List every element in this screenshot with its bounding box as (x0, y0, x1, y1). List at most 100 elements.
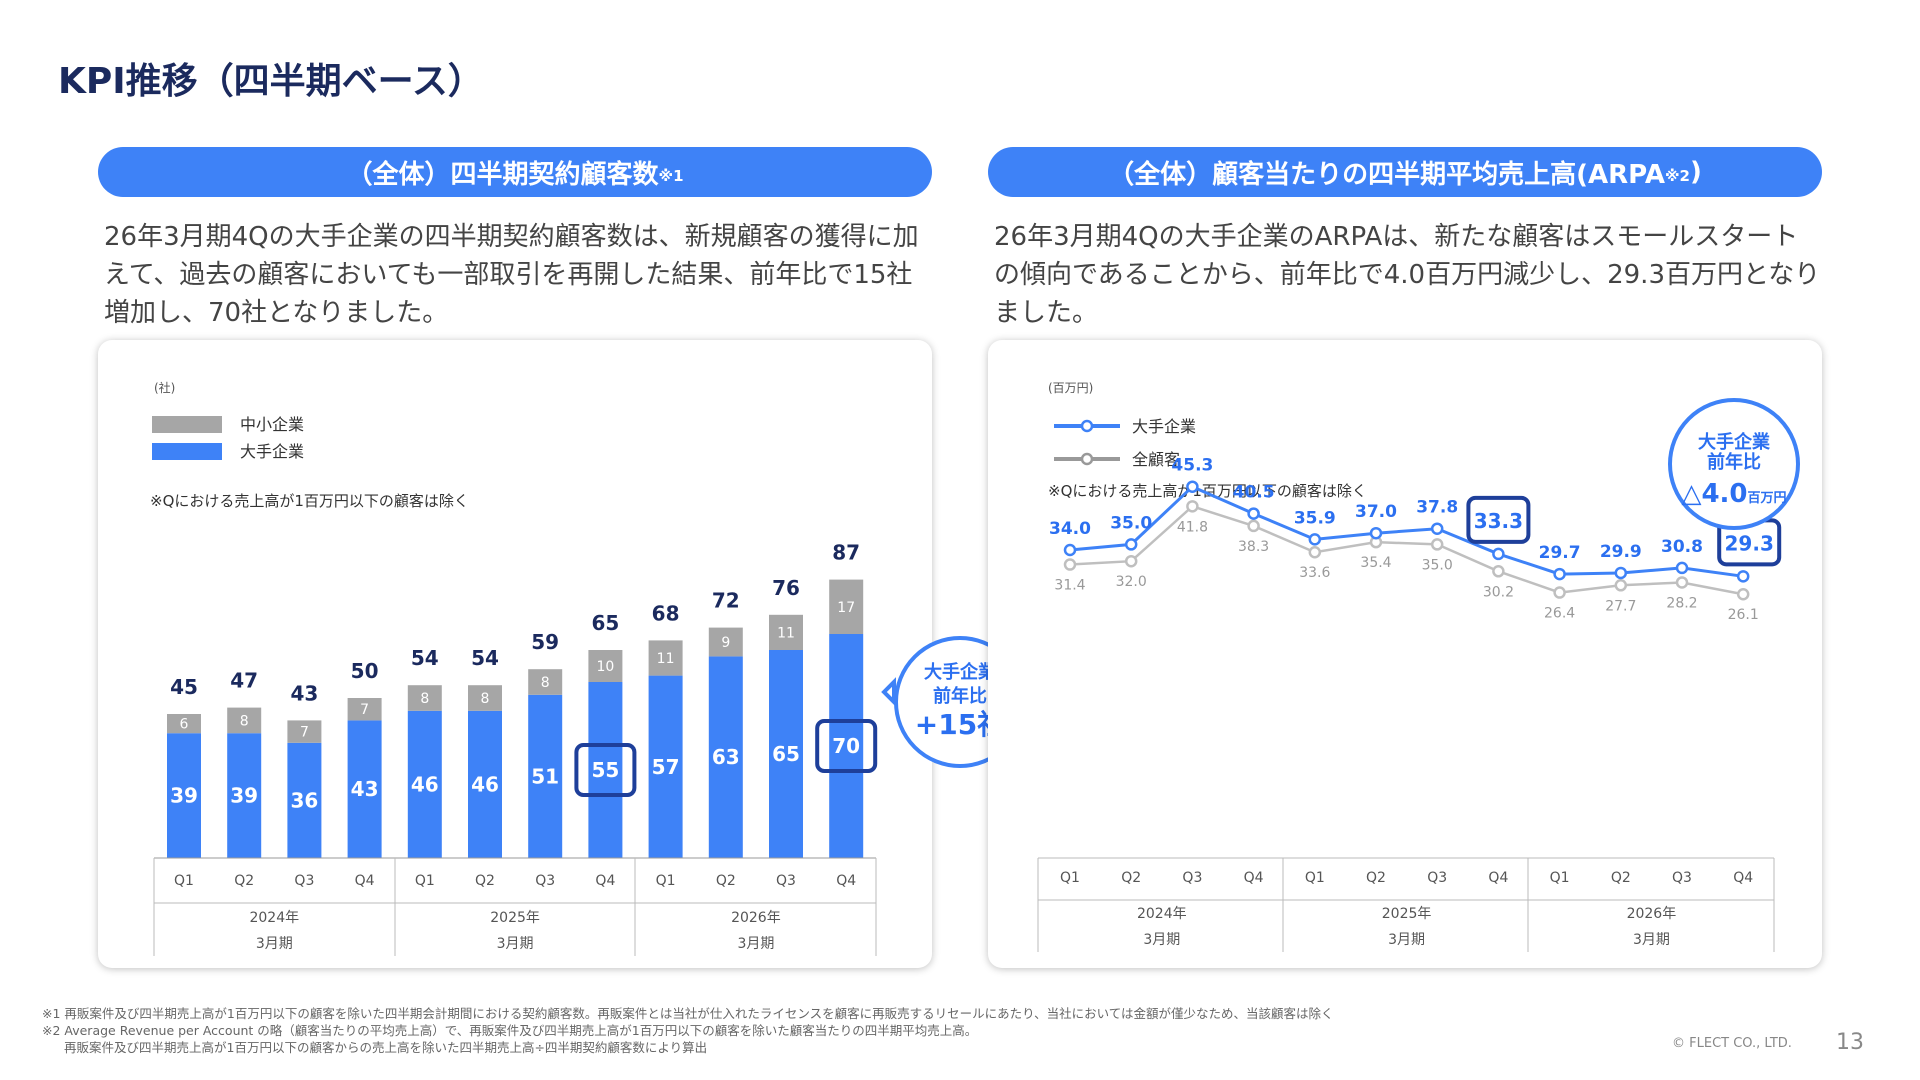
right-description: 26年3月期4Qの大手企業のARPAは、新たな顧客はスモールスタートの傾向である… (994, 222, 1821, 328)
footnote-2: ※2 Average Revenue per Account の略（顧客当たりの… (42, 1023, 978, 1038)
bar-small-2 (287, 720, 322, 743)
x-tick-label-0: Q1 (174, 873, 194, 889)
footnotes: ※1 再販案件及び四半期売上高が1百万円以下の顧客を除いた四半期会計期間における… (42, 1005, 1333, 1056)
point-label-large-1: 35.0 (1110, 513, 1152, 533)
legend-label-0: 大手企業 (1132, 417, 1196, 436)
x-group-year-0: 2024年 (1137, 906, 1187, 922)
bar-large-1 (227, 733, 262, 858)
point-label-all-11: 26.1 (1728, 607, 1759, 623)
point-large-4 (1308, 533, 1322, 546)
point-large-11 (1736, 570, 1750, 583)
legend-swatch-0 (152, 416, 222, 433)
x-group-period-1: 3月期 (497, 936, 534, 952)
callout-value: △4.0百万円 (1681, 479, 1786, 509)
x-group-year-1: 2025年 (1382, 906, 1432, 922)
x-tick-label-11: Q4 (1733, 870, 1753, 886)
x-tick-label-11: Q4 (836, 873, 856, 889)
y-unit-label: (百万円) (1048, 381, 1093, 395)
bar-large-3 (347, 720, 382, 858)
bar-small-4 (407, 685, 442, 711)
bar-total-label-1: 47 (230, 669, 258, 693)
point-label-large-6: 37.8 (1416, 498, 1458, 518)
point-all-1 (1124, 554, 1138, 568)
point-large-7 (1492, 547, 1505, 561)
bar-small-6 (528, 669, 563, 695)
bar-small-3 (347, 698, 382, 721)
point-label-all-1: 32.0 (1116, 574, 1147, 590)
legend-marker-1 (1080, 452, 1094, 466)
bar-small-8 (648, 640, 683, 676)
x-tick-label-8: Q1 (1550, 870, 1570, 886)
bar-large-label-9: 63 (712, 745, 740, 769)
point-label-large-5: 37.0 (1355, 502, 1397, 522)
y-unit-label: (社) (154, 380, 175, 395)
point-all-8 (1553, 586, 1566, 599)
bar-large-label-1: 39 (230, 784, 258, 808)
bar-large-label-11: 70 (832, 734, 860, 758)
point-large-3 (1247, 507, 1260, 520)
x-tick-label-2: Q3 (1182, 870, 1202, 886)
bar-large-label-7: 55 (591, 758, 619, 782)
point-all-3 (1247, 519, 1260, 533)
callout-value-unit: 百万円 (1748, 491, 1787, 506)
point-label-all-5: 35.4 (1360, 555, 1391, 571)
callout-line1: 大手企業 (1698, 431, 1771, 453)
bar-large-label-5: 46 (471, 772, 499, 796)
point-large-9 (1614, 566, 1628, 580)
point-label-large-0: 34.0 (1049, 519, 1091, 539)
point-all-10 (1675, 576, 1689, 589)
bar-total-label-5: 54 (471, 646, 499, 670)
point-label-large-3: 40.5 (1233, 483, 1275, 503)
x-tick-label-5: Q2 (475, 873, 495, 889)
bar-small-label-6: 8 (541, 675, 550, 691)
x-group-period-1: 3月期 (1388, 932, 1425, 948)
page-number: 13 (1836, 1030, 1864, 1055)
bar-total-label-6: 59 (531, 630, 559, 654)
x-group-period-0: 3月期 (1143, 932, 1180, 948)
x-tick-label-1: Q2 (234, 873, 254, 889)
x-tick-label-9: Q2 (1611, 870, 1631, 886)
legend-swatch-1 (152, 443, 222, 460)
point-large-10 (1675, 561, 1689, 575)
point-label-all-0: 31.4 (1054, 578, 1085, 594)
page-title: KPI推移（四半期ベース） (58, 61, 484, 102)
left-section-title-note: ※1 (658, 167, 684, 185)
left-section-title: （全体）四半期契約顧客数 ※1 (98, 147, 932, 197)
bar-small-label-1: 8 (240, 713, 249, 729)
highlight-label-0: 33.3 (1474, 509, 1523, 533)
right-section-title: （全体）顧客当たりの四半期平均売上高(ARPA ※2) (988, 147, 1822, 197)
x-tick-label-6: Q3 (535, 873, 555, 889)
x-group-year-2: 2026年 (731, 910, 781, 926)
x-group-period-2: 3月期 (737, 936, 774, 952)
x-tick-label-7: Q4 (595, 873, 615, 889)
bar-small-11 (829, 579, 864, 634)
bar-large-label-3: 43 (351, 777, 379, 801)
x-tick-label-6: Q3 (1427, 870, 1447, 886)
bar-large-10 (769, 650, 803, 858)
point-label-all-9: 27.7 (1605, 598, 1636, 614)
right-section-title-note: ※2 (1664, 167, 1690, 185)
x-group-period-0: 3月期 (256, 936, 293, 952)
bar-large-4 (407, 710, 442, 858)
line-chart-card: (百万円) 大手企業 全顧客 ※Qにおける売上高が1百万円以下の顧客は除く 31.4 32… (988, 340, 1822, 968)
point-label-large-4: 35.9 (1294, 508, 1336, 528)
point-all-6 (1430, 538, 1444, 551)
bar-large-11 (829, 634, 864, 858)
point-label-all-3: 38.3 (1238, 539, 1269, 555)
series-line-large (1069, 484, 1744, 578)
callout-line1: 大手企業 (924, 661, 997, 683)
right-section-title-text: （全体）顧客当たりの四半期平均売上高(ARPA (1108, 159, 1665, 190)
bar-total-label-10: 76 (772, 576, 800, 600)
point-label-large-9: 29.9 (1600, 542, 1642, 562)
series-line-all (1069, 504, 1744, 596)
bar-large-5 (468, 710, 502, 858)
highlight-box-0 (574, 743, 637, 797)
x-tick-label-3: Q4 (1244, 870, 1264, 886)
x-tick-label-10: Q3 (776, 873, 796, 889)
legend-marker-0 (1080, 419, 1094, 433)
bar-large-6 (528, 694, 563, 858)
chart-note: ※Qにおける売上高が1百万円以下の顧客は除く (150, 492, 469, 510)
bar-small-label-9: 9 (721, 635, 730, 651)
legend-label-1: 大手企業 (240, 442, 304, 461)
x-tick-label-3: Q4 (355, 873, 375, 889)
